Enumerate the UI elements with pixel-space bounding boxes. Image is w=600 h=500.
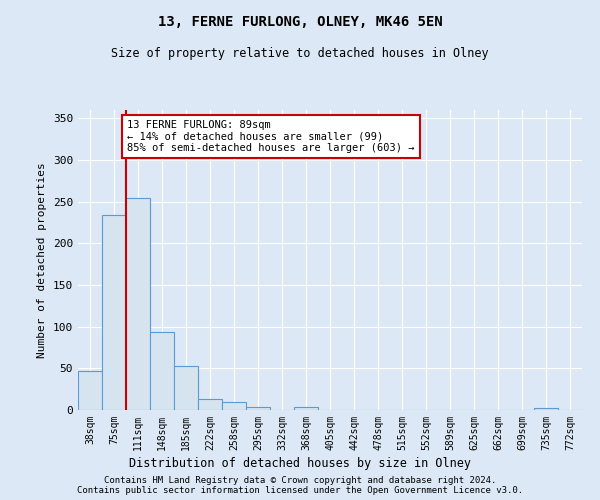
Bar — [102, 215, 126, 410]
Text: Distribution of detached houses by size in Olney: Distribution of detached houses by size … — [129, 458, 471, 470]
Bar — [222, 402, 246, 410]
Bar — [174, 366, 198, 410]
Y-axis label: Number of detached properties: Number of detached properties — [37, 162, 47, 358]
Text: 13, FERNE FURLONG, OLNEY, MK46 5EN: 13, FERNE FURLONG, OLNEY, MK46 5EN — [158, 15, 442, 29]
Text: Contains HM Land Registry data © Crown copyright and database right 2024.: Contains HM Land Registry data © Crown c… — [104, 476, 496, 485]
Bar — [198, 399, 222, 410]
Bar — [78, 371, 102, 410]
Bar — [534, 408, 558, 410]
Bar — [246, 406, 270, 410]
Bar — [150, 332, 174, 410]
Bar — [294, 406, 318, 410]
Bar — [126, 198, 150, 410]
Text: Size of property relative to detached houses in Olney: Size of property relative to detached ho… — [111, 48, 489, 60]
Text: 13 FERNE FURLONG: 89sqm
← 14% of detached houses are smaller (99)
85% of semi-de: 13 FERNE FURLONG: 89sqm ← 14% of detache… — [127, 120, 415, 153]
Text: Contains public sector information licensed under the Open Government Licence v3: Contains public sector information licen… — [77, 486, 523, 495]
